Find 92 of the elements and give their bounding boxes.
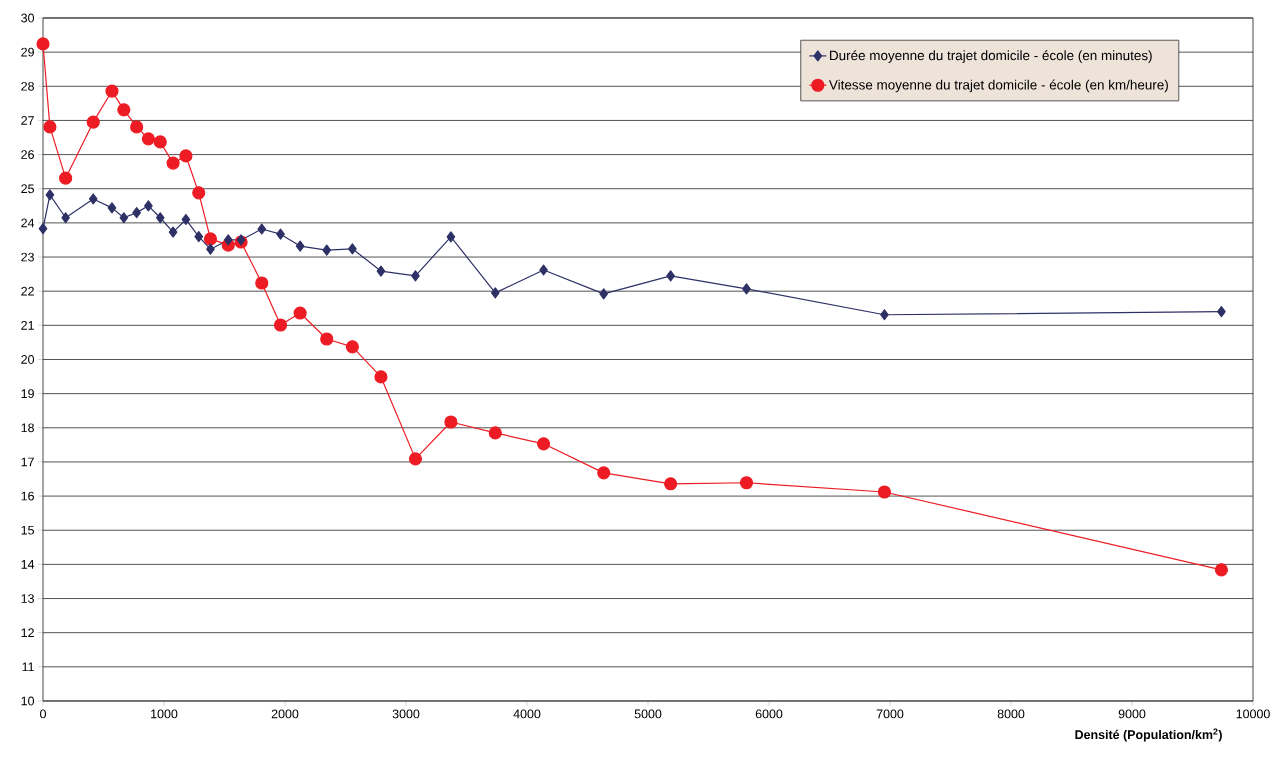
point xyxy=(446,231,456,243)
point xyxy=(88,193,98,205)
y-tick-label: 13 xyxy=(21,594,34,603)
point xyxy=(119,212,129,224)
point xyxy=(320,332,334,346)
y-tick-label: 17 xyxy=(21,457,34,467)
x-tick-label: 10000 xyxy=(1236,709,1270,719)
point xyxy=(43,120,57,134)
x-tick-label: 2000 xyxy=(271,709,299,719)
point xyxy=(153,135,167,149)
point xyxy=(36,37,50,51)
point xyxy=(1214,563,1228,577)
y-tick-label: 27 xyxy=(21,116,34,125)
y-tick-label: 24 xyxy=(21,218,35,228)
point xyxy=(374,370,388,384)
point xyxy=(444,415,458,429)
point xyxy=(666,270,675,282)
point xyxy=(537,437,551,451)
y-tick-label: 30 xyxy=(21,13,35,23)
point xyxy=(739,476,754,490)
y-tick-label: 28 xyxy=(21,81,34,91)
point xyxy=(192,186,206,200)
point xyxy=(144,200,153,212)
point xyxy=(86,115,100,129)
point xyxy=(742,283,751,295)
point xyxy=(597,466,611,480)
point xyxy=(408,452,423,466)
x-tick-label: 1000 xyxy=(151,709,178,719)
point xyxy=(276,228,285,240)
legend-label: Vitesse moyenne du trajet domicile - école (en km/heure) xyxy=(829,79,1168,93)
point xyxy=(38,223,48,235)
x-tick-label: 3000 xyxy=(392,709,420,719)
point xyxy=(194,230,204,243)
x-tick-label: 7000 xyxy=(876,709,904,719)
point xyxy=(411,270,420,282)
point xyxy=(59,171,73,185)
point xyxy=(599,288,609,300)
point xyxy=(155,212,165,224)
point xyxy=(348,243,357,255)
y-tick-label: 19 xyxy=(21,389,34,399)
text: Densité (Population/km$^{2}$) xyxy=(1075,728,1222,742)
point xyxy=(179,149,193,163)
point xyxy=(880,309,889,321)
y-tick-label: 23 xyxy=(21,252,34,262)
x-tick-label: 5000 xyxy=(634,709,662,719)
point xyxy=(1217,306,1226,318)
y-tick-label: 10 xyxy=(21,696,35,706)
y-tick-label: 29 xyxy=(21,47,34,57)
x-tick-label: 4000 xyxy=(513,709,541,719)
point xyxy=(877,485,892,499)
y-tick-label: 25 xyxy=(21,184,34,194)
point xyxy=(273,318,288,332)
y-tick-label: 26 xyxy=(21,150,34,159)
x-tick-label: 9000 xyxy=(1118,709,1146,719)
y-tick-label: 12 xyxy=(21,628,34,638)
point xyxy=(488,426,502,440)
y-tick-label: 14 xyxy=(21,560,35,569)
point xyxy=(257,223,267,235)
point xyxy=(45,189,55,201)
point xyxy=(166,156,180,170)
point xyxy=(141,132,155,146)
point xyxy=(223,234,233,246)
point xyxy=(345,340,359,354)
point xyxy=(105,84,119,98)
y-tick-label: 21 xyxy=(21,320,34,330)
y-tick-label: 18 xyxy=(21,423,34,433)
point xyxy=(181,213,191,226)
point xyxy=(295,240,305,252)
point xyxy=(117,103,131,117)
x-tick-label: 8000 xyxy=(997,709,1025,719)
legend-label: Durée moyenne du trajet domicile - école (en minutes) xyxy=(830,50,1152,63)
y-tick-label: 15 xyxy=(21,525,34,535)
y-tick-label: 22 xyxy=(21,286,34,296)
point xyxy=(376,265,386,277)
point xyxy=(490,287,500,299)
point xyxy=(664,477,678,491)
x-tick-label: 6000 xyxy=(755,709,783,719)
point xyxy=(107,202,117,214)
x-tick-label: 0 xyxy=(40,709,46,719)
point xyxy=(539,264,548,276)
point xyxy=(255,276,269,290)
point xyxy=(322,244,332,256)
point xyxy=(293,306,307,320)
point xyxy=(130,120,144,134)
y-tick-label: 11 xyxy=(22,662,34,672)
point xyxy=(61,212,70,224)
point xyxy=(132,207,141,219)
point xyxy=(168,226,178,238)
y-tick-label: 16 xyxy=(21,491,34,501)
point xyxy=(203,232,218,246)
y-tick-label: 20 xyxy=(21,355,35,364)
point xyxy=(206,243,215,255)
